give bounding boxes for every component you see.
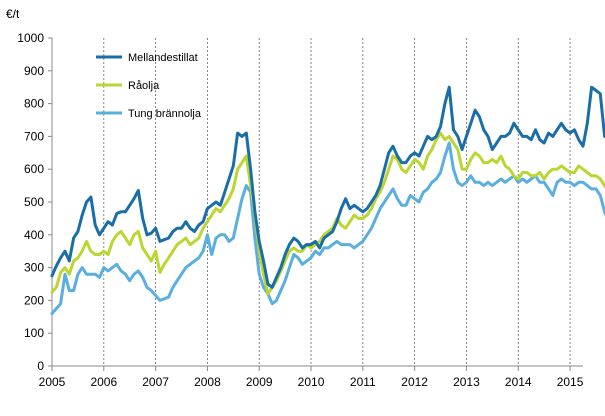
y-tick-label: 900 <box>24 64 44 78</box>
legend-label-raolja: Råolja <box>128 80 160 92</box>
x-tick-label: 2011 <box>350 375 376 389</box>
y-tick-label: 0 <box>37 359 44 373</box>
series-lines <box>50 85 605 315</box>
x-tick-label: 2008 <box>194 375 221 389</box>
legend-label-tung: Tung brännolja <box>128 108 202 120</box>
y-tick-labels: 0 100 200 300 400 500 600 700 800 900 1000 <box>17 31 52 373</box>
series-line-raolja <box>50 131 605 296</box>
x-tick-label: 2013 <box>453 375 480 389</box>
y-tick-label: 200 <box>24 293 44 307</box>
series-line-mellandestillat <box>50 85 605 289</box>
y-tick-label: 300 <box>24 261 44 275</box>
x-tick-label: 2007 <box>142 375 169 389</box>
x-tick-labels: 2005 2006 2007 2008 2009 2010 2011 2012 2013 2014… <box>39 366 584 389</box>
x-tick-label: 2014 <box>505 375 532 389</box>
y-tick-label: 800 <box>24 97 44 111</box>
y-unit-label: €/t <box>6 7 20 21</box>
legend-label-mellandestillat: Mellandestillat <box>128 52 198 64</box>
y-tick-label: 1000 <box>17 31 44 45</box>
x-tick-label: 2009 <box>246 375 273 389</box>
legend: Mellandestillat Råolja Tung brännolja <box>96 52 202 120</box>
y-tick-label: 600 <box>24 162 44 176</box>
y-tick-label: 400 <box>24 228 44 242</box>
series-line-tung <box>50 141 605 315</box>
y-tick-label: 100 <box>24 326 44 340</box>
x-tick-label: 2006 <box>90 375 117 389</box>
x-tick-label: 2010 <box>298 375 325 389</box>
vertical-gridlines <box>103 38 571 366</box>
y-tick-label: 500 <box>24 195 44 209</box>
y-tick-label: 700 <box>24 129 44 143</box>
x-tick-label: 2015 <box>557 375 584 389</box>
x-tick-label: 2012 <box>401 375 428 389</box>
x-tick-label: 2005 <box>39 375 66 389</box>
